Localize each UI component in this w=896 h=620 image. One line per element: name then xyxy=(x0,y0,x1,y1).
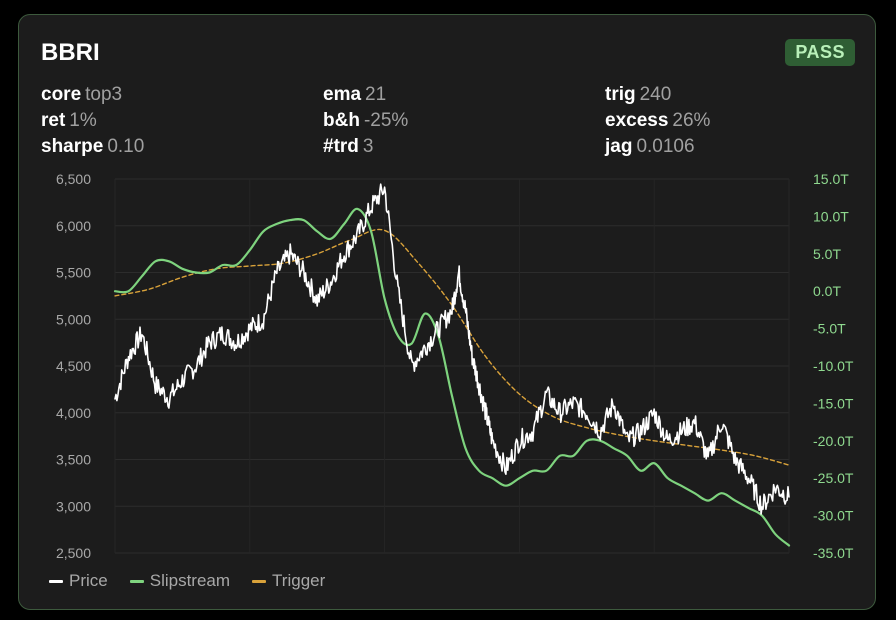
y-left-tick-label: 2,500 xyxy=(56,545,91,561)
y-left-tick-label: 5,500 xyxy=(56,265,91,281)
status-badge: PASS xyxy=(785,39,855,66)
stat-bh: b&h -25% xyxy=(323,109,605,132)
y-left-tick-label: 6,500 xyxy=(56,171,91,187)
stat-key: sharpe xyxy=(41,136,104,157)
legend: Price Slipstream Trigger xyxy=(49,571,325,591)
y-right-tick-label: -30.0T xyxy=(813,508,854,524)
y-right-tick-label: -10.0T xyxy=(813,358,854,374)
stat-value: 1% xyxy=(69,110,97,131)
stat-key: ema xyxy=(323,84,362,105)
series-line-price xyxy=(114,183,790,515)
stat-trig: trig 240 xyxy=(605,83,861,106)
legend-swatch xyxy=(252,579,267,583)
legend-label: Price xyxy=(69,571,108,590)
y-right-tick-label: -15.0T xyxy=(813,395,854,411)
stat-value: top3 xyxy=(85,84,123,105)
stat-key: jag xyxy=(605,136,633,157)
stat-value: 26% xyxy=(672,110,711,131)
legend-item-price: Price xyxy=(49,571,108,591)
y-right-tick-label: -20.0T xyxy=(813,433,854,449)
stat-excess: excess 26% xyxy=(605,109,861,132)
stat-value: 0.0106 xyxy=(636,136,695,157)
ticker-title: BBRI xyxy=(41,39,100,66)
stat-value: 0.10 xyxy=(107,136,145,157)
y-right-tick-label: -35.0T xyxy=(813,545,854,561)
legend-label: Slipstream xyxy=(149,571,231,590)
y-right-tick-label: 10.0T xyxy=(813,208,849,224)
y-left-tick-label: 4,500 xyxy=(56,358,91,374)
y-left-tick-label: 6,000 xyxy=(56,218,91,234)
series-line-slipstream xyxy=(113,207,791,547)
legend-label: Trigger xyxy=(272,571,326,590)
y-left-tick-label: 3,000 xyxy=(56,498,91,514)
legend-item-slipstream: Slipstream xyxy=(129,571,231,591)
series-layer xyxy=(113,183,791,547)
stat-ema: ema 21 xyxy=(323,83,605,106)
stat-value: 240 xyxy=(639,84,672,105)
strategy-card: BBRI PASS core top3 ema 21 trig 240 ret 1% b… xyxy=(18,14,876,610)
stat-key: b&h xyxy=(323,110,360,131)
stat-key: trig xyxy=(605,84,636,105)
stats-grid: core top3 ema 21 trig 240 ret 1% b&h -25% exc… xyxy=(41,83,861,158)
y-left-tick-label: 4,000 xyxy=(56,405,91,421)
right-axis: 15.0T 10.0T 5.0T 0.0T -5.0T -10.0T -15.0T -20.0… xyxy=(813,171,854,561)
stat-trades: #trd 3 xyxy=(323,135,605,158)
grid xyxy=(114,178,790,554)
y-right-tick-label: -5.0T xyxy=(813,321,846,337)
legend-item-trigger: Trigger xyxy=(252,571,325,591)
stat-ret: ret 1% xyxy=(41,109,323,132)
left-axis: 6,500 6,000 5,500 5,000 4,500 4,000 3,500 3,000… xyxy=(56,171,91,561)
legend-swatch xyxy=(49,579,63,583)
stat-key: excess xyxy=(605,110,669,131)
stat-core: core top3 xyxy=(41,83,323,106)
price-chart: 6,500 6,000 5,500 5,000 4,500 4,000 3,500 3,000… xyxy=(56,171,854,561)
stat-key: ret xyxy=(41,110,66,131)
stat-jag: jag 0.0106 xyxy=(605,135,861,158)
stat-value: -25% xyxy=(363,110,409,131)
y-right-tick-label: 15.0T xyxy=(813,171,849,187)
y-left-tick-label: 3,500 xyxy=(56,452,91,468)
y-right-tick-label: 5.0T xyxy=(813,246,841,262)
y-left-tick-label: 5,000 xyxy=(56,311,91,327)
y-right-tick-label: -25.0T xyxy=(813,470,854,486)
legend-swatch xyxy=(129,579,144,583)
stat-value: 21 xyxy=(365,84,387,105)
stat-value: 3 xyxy=(362,136,374,157)
stat-key: core xyxy=(41,84,82,105)
stat-sharpe: sharpe 0.10 xyxy=(41,135,323,158)
y-right-tick-label: 0.0T xyxy=(813,283,841,299)
stat-key: #trd xyxy=(323,136,359,157)
